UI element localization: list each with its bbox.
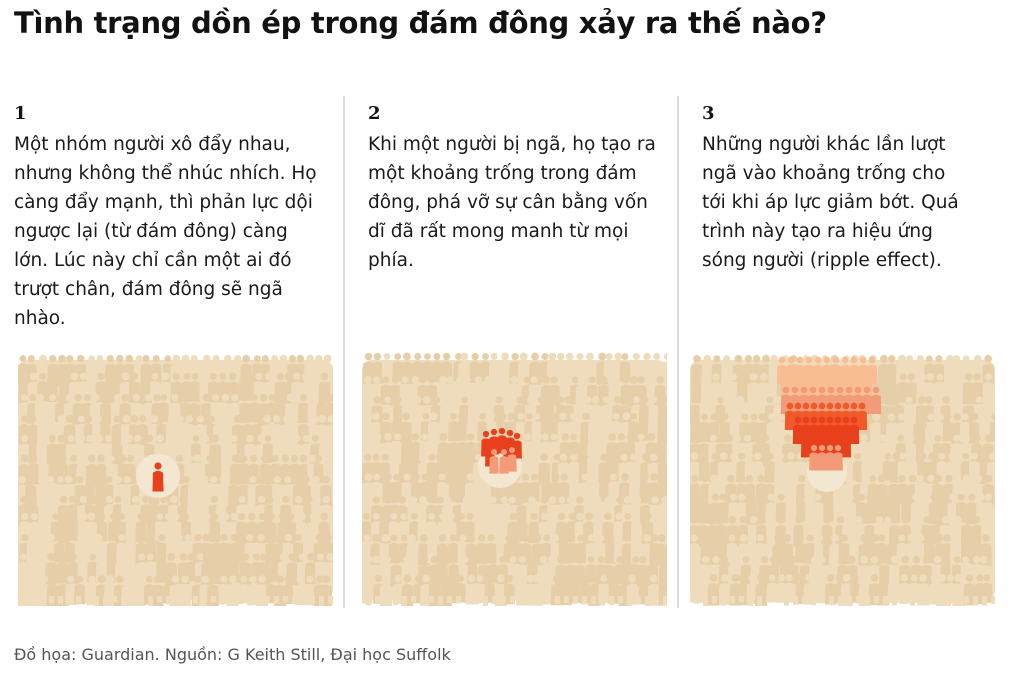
step-number: 2 xyxy=(368,103,381,124)
text-line: nhào. xyxy=(14,308,66,329)
text-line: trượt chân, đám đông sẽ ngã xyxy=(14,279,283,300)
step-number: 1 xyxy=(14,103,27,124)
step-description: Một nhóm người xô đẩy nhau, nhưng không … xyxy=(14,130,344,333)
source-credit: Đồ họa: Guardian. Nguồn: G Keith Still, … xyxy=(14,645,451,664)
text-line: phía. xyxy=(368,250,414,271)
text-line: một khoảng trống trong đám xyxy=(368,163,637,184)
page-title: Tình trạng dồn ép trong đám đông xảy ra … xyxy=(14,6,827,40)
crowd-illustration-2 xyxy=(362,352,667,606)
text-line: Khi một người bị ngã, họ tạo ra xyxy=(368,134,656,155)
text-line: Một nhóm người xô đẩy nhau, xyxy=(14,134,291,155)
crowd-group xyxy=(18,354,333,606)
text-line: Những người khác lần lượt xyxy=(702,134,946,155)
step-description: Những người khác lần lượt ngã vào khoảng… xyxy=(702,130,1007,275)
text-line: đông, phá vỡ sự cân bằng vốn xyxy=(368,192,648,213)
column-divider xyxy=(343,96,345,608)
text-line: dĩ đã rất mong manh từ mọi xyxy=(368,221,629,242)
text-line: nhưng không thể nhúc nhích. Họ xyxy=(14,163,317,184)
slipping-person xyxy=(152,462,164,492)
text-line: lớn. Lúc này chỉ cần một ai đó xyxy=(14,250,292,271)
crowd-illustration-3 xyxy=(690,354,995,606)
step-number: 3 xyxy=(702,103,715,124)
text-line: càng đẩy mạnh, thì phản lực dội xyxy=(14,192,313,213)
fallen-group xyxy=(481,427,522,474)
text-line: trình này tạo ra hiệu ứng xyxy=(702,221,933,242)
crowd-illustration-1 xyxy=(18,354,333,606)
column-divider xyxy=(677,96,679,608)
text-line: ngược lại (từ đám đông) càng xyxy=(14,221,288,242)
text-line: ngã vào khoảng trống cho xyxy=(702,163,946,184)
step-panel-1: 1 Một nhóm người xô đẩy nhau, nhưng khôn… xyxy=(14,100,340,608)
ripple-wave xyxy=(776,356,882,471)
step-panel-3: 3 Những người khác lần lượt ngã vào khoả… xyxy=(702,100,1002,608)
text-line: tới khi áp lực giảm bớt. Quá xyxy=(702,192,959,213)
step-panel-2: 2 Khi một người bị ngã, họ tạo ra một kh… xyxy=(368,100,680,608)
text-line: sóng người (ripple effect). xyxy=(702,250,942,271)
step-description: Khi một người bị ngã, họ tạo ra một khoả… xyxy=(368,130,683,275)
